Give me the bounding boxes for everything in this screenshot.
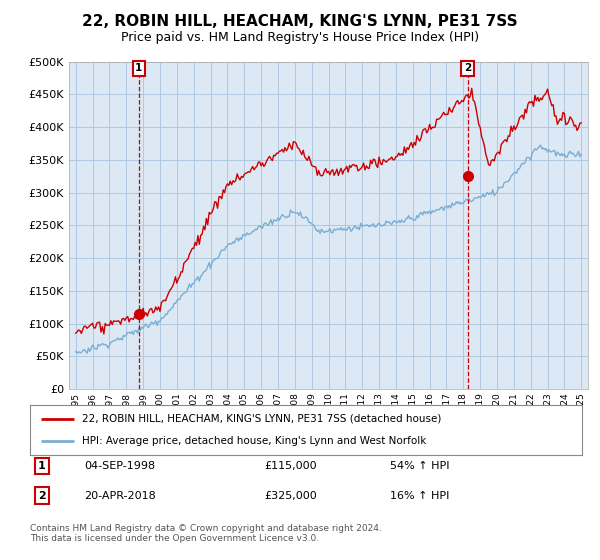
- Text: Contains HM Land Registry data © Crown copyright and database right 2024.
This d: Contains HM Land Registry data © Crown c…: [30, 524, 382, 543]
- Text: £325,000: £325,000: [264, 491, 317, 501]
- Text: 1: 1: [136, 63, 143, 73]
- Text: 22, ROBIN HILL, HEACHAM, KING'S LYNN, PE31 7SS (detached house): 22, ROBIN HILL, HEACHAM, KING'S LYNN, PE…: [82, 414, 442, 424]
- Text: HPI: Average price, detached house, King's Lynn and West Norfolk: HPI: Average price, detached house, King…: [82, 436, 427, 446]
- Text: 1: 1: [38, 461, 46, 471]
- Text: 54% ↑ HPI: 54% ↑ HPI: [390, 461, 449, 471]
- Text: 2: 2: [464, 63, 471, 73]
- Text: 16% ↑ HPI: 16% ↑ HPI: [390, 491, 449, 501]
- Text: Price paid vs. HM Land Registry's House Price Index (HPI): Price paid vs. HM Land Registry's House …: [121, 31, 479, 44]
- Text: £115,000: £115,000: [264, 461, 317, 471]
- Text: 2: 2: [38, 491, 46, 501]
- Text: 20-APR-2018: 20-APR-2018: [84, 491, 156, 501]
- Text: 22, ROBIN HILL, HEACHAM, KING'S LYNN, PE31 7SS: 22, ROBIN HILL, HEACHAM, KING'S LYNN, PE…: [82, 14, 518, 29]
- Text: 04-SEP-1998: 04-SEP-1998: [84, 461, 155, 471]
